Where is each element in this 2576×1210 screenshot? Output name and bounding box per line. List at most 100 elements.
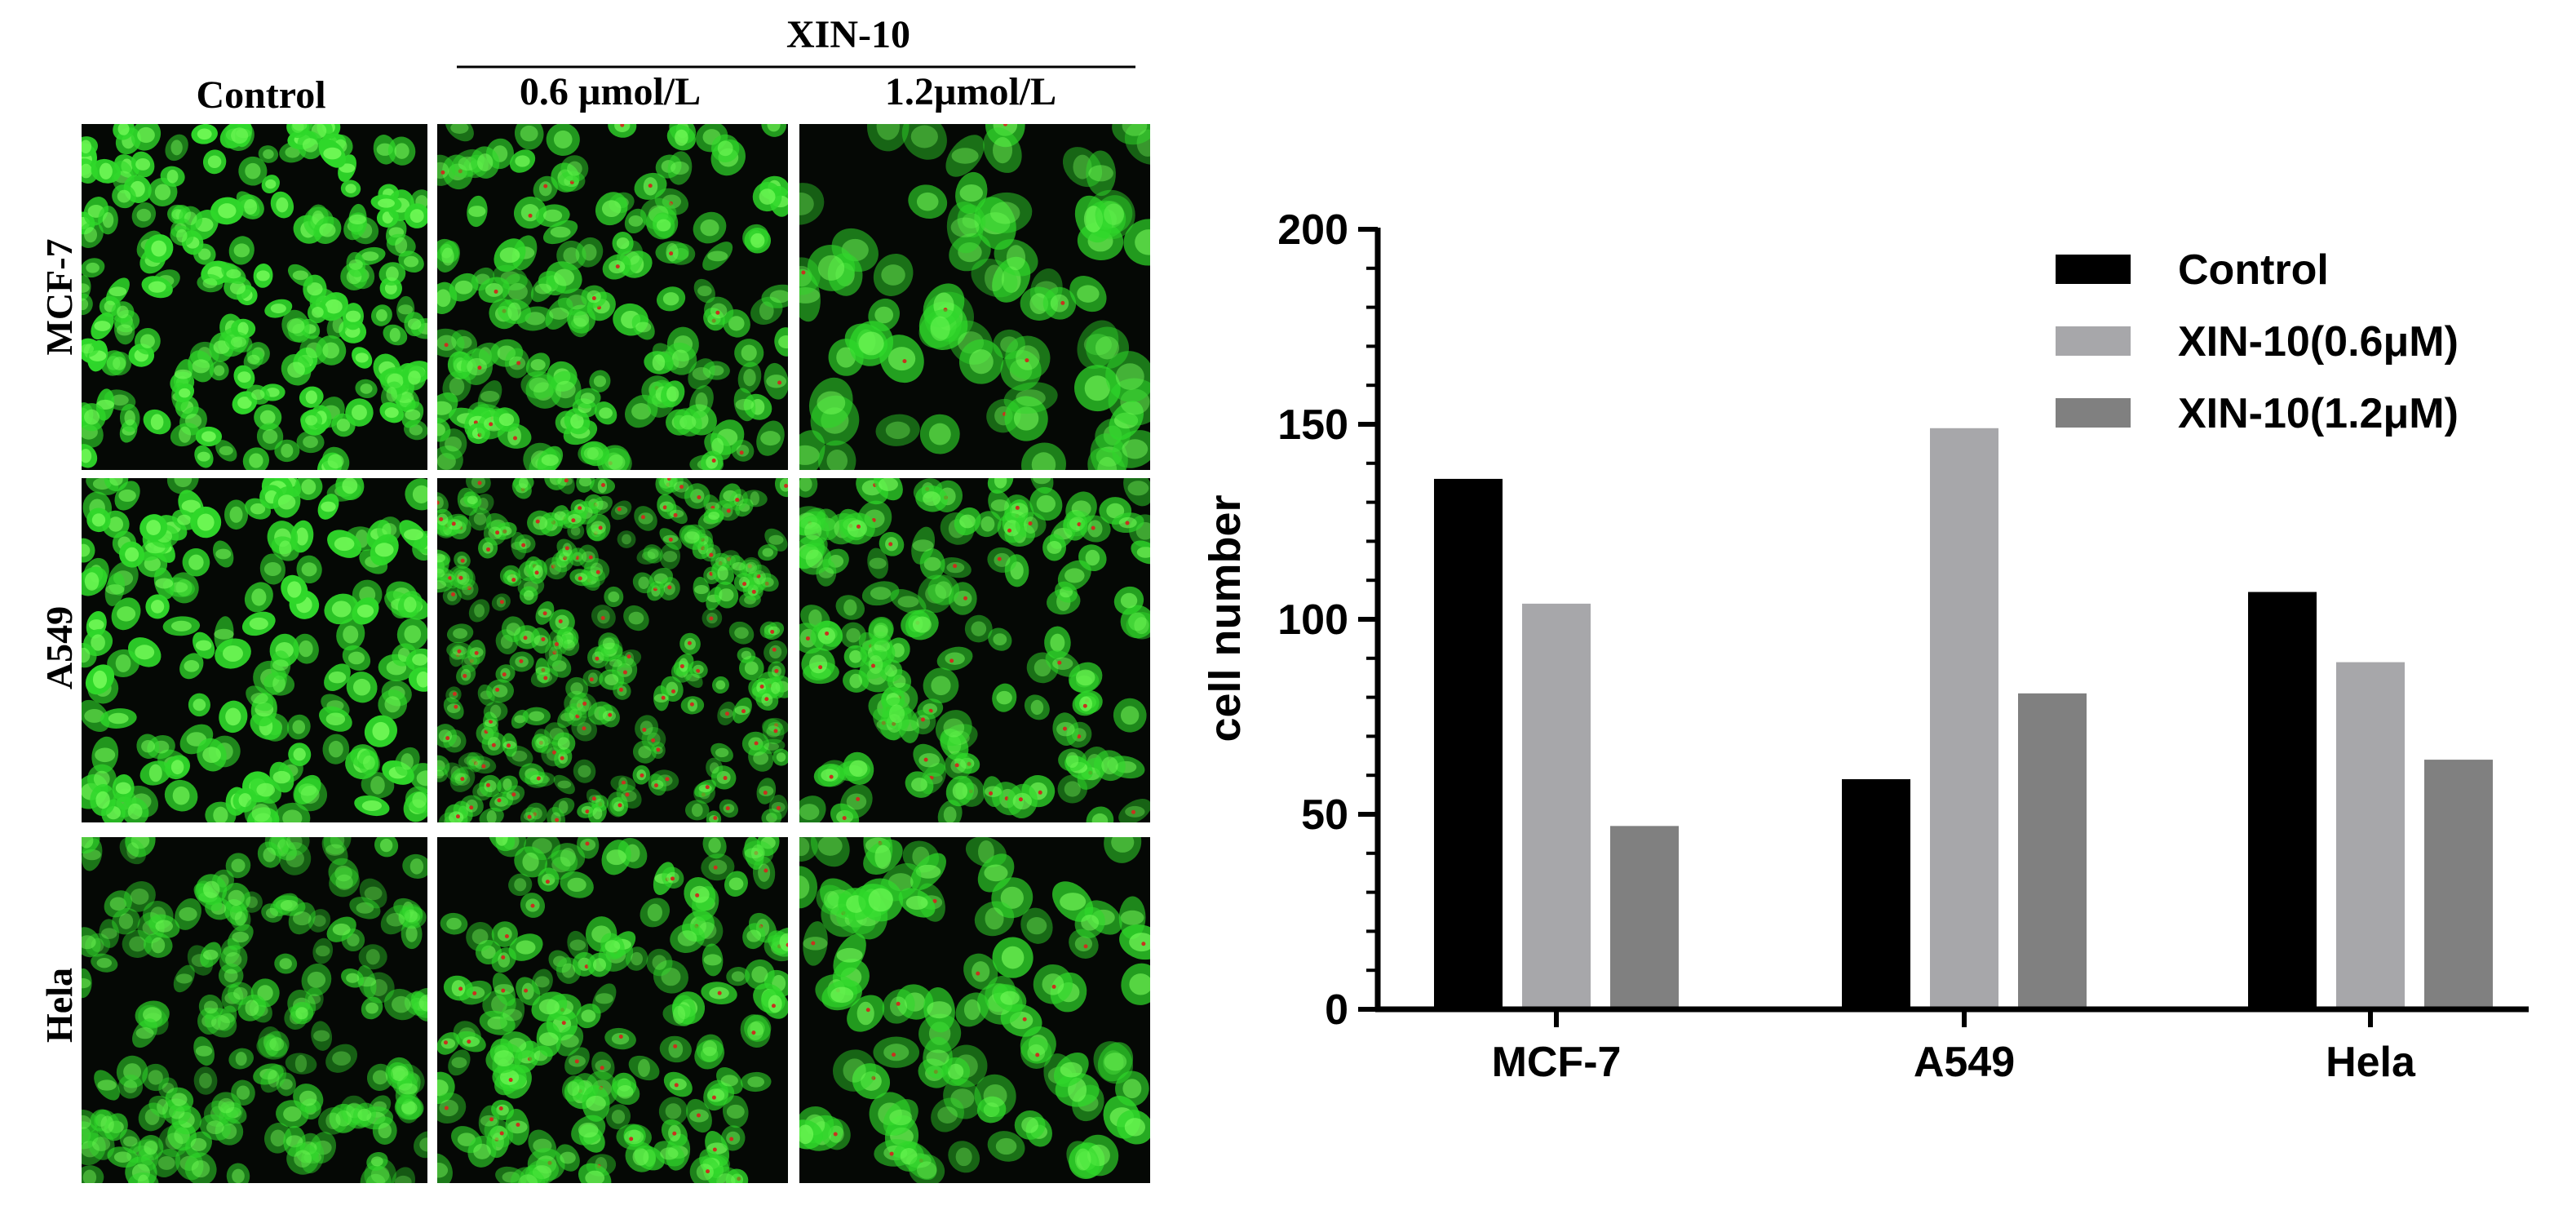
legend: Control XIN-10(0.6μM) XIN-10(1.2μM)	[2056, 246, 2459, 437]
cell-nucleus	[372, 1070, 388, 1085]
cell	[1112, 124, 1150, 145]
cell-nucleus	[849, 673, 862, 689]
red-stain-dot	[527, 814, 532, 819]
cell-nucleus	[971, 621, 987, 636]
cell-nucleus	[467, 357, 487, 376]
micrograph-panel-a549-low-dose	[437, 478, 788, 822]
cell	[241, 891, 263, 913]
cell	[726, 967, 750, 986]
cell	[883, 1099, 918, 1136]
red-stain-dot	[519, 658, 524, 663]
cell-nucleus	[1027, 1044, 1046, 1062]
cell-nucleus	[799, 1124, 814, 1145]
red-stain-dot	[521, 543, 526, 547]
cell	[859, 649, 892, 680]
cell-nucleus	[675, 129, 688, 146]
red-stain-dot	[535, 519, 540, 524]
red-stain-dot	[1125, 521, 1130, 525]
cell-nucleus	[321, 501, 336, 512]
cell	[817, 440, 856, 470]
cell	[628, 1055, 660, 1081]
cell-nucleus	[583, 447, 599, 460]
legend-swatch-1	[2056, 255, 2131, 284]
red-stain-dot	[902, 359, 907, 364]
cell	[875, 414, 920, 446]
red-stain-dot	[588, 555, 593, 560]
cell-nucleus	[731, 971, 745, 982]
red-stain-dot	[997, 556, 1002, 561]
cell-nucleus	[437, 1079, 449, 1097]
red-stain-dot	[443, 1040, 448, 1045]
cell-nucleus	[355, 352, 369, 363]
cell-nucleus	[82, 343, 95, 354]
cell-nucleus	[332, 317, 344, 334]
red-stain-dot	[561, 1021, 566, 1026]
red-stain-dot	[454, 704, 458, 709]
red-stain-dot	[739, 450, 744, 455]
cell-nucleus	[635, 321, 652, 333]
red-stain-dot	[450, 592, 455, 596]
cell	[702, 242, 733, 271]
cell	[1024, 694, 1050, 720]
cell-cluster	[82, 124, 427, 470]
cell-nucleus	[592, 958, 607, 972]
cell-nucleus	[717, 140, 733, 157]
cell-nucleus	[874, 640, 891, 653]
cell-nucleus	[708, 511, 720, 521]
micrograph-panel-mcf7-control	[82, 124, 427, 470]
cell-nucleus	[647, 548, 659, 560]
cell-nucleus	[1097, 456, 1118, 470]
cell-nucleus	[250, 693, 268, 704]
red-stain-dot	[451, 521, 456, 526]
cell-nucleus	[741, 344, 757, 361]
cell-nucleus	[345, 184, 356, 194]
cell-nucleus	[698, 784, 712, 793]
cell-nucleus	[799, 875, 810, 899]
cell	[605, 1104, 631, 1130]
cell-nucleus	[181, 499, 201, 513]
cell-nucleus	[1081, 914, 1100, 931]
cell-nucleus	[437, 496, 444, 509]
cell-nucleus	[608, 591, 620, 603]
red-stain-dot	[494, 1137, 499, 1141]
cell-nucleus	[567, 161, 582, 176]
cell-nucleus	[1042, 973, 1064, 995]
cell-nucleus	[947, 1063, 964, 1080]
cell-nucleus	[1016, 345, 1040, 370]
red-stain-dot	[774, 668, 779, 673]
cell	[565, 676, 589, 700]
cell	[610, 1079, 640, 1106]
cell	[561, 1075, 585, 1102]
cell-nucleus	[206, 1120, 224, 1135]
red-stain-dot	[759, 685, 764, 689]
red-stain-dot	[472, 991, 477, 995]
cell-nucleus	[96, 958, 113, 968]
red-stain-dot	[865, 1008, 870, 1013]
cell-nucleus	[710, 303, 728, 319]
cell	[329, 867, 360, 898]
red-stain-dot	[558, 618, 563, 623]
red-stain-dot	[457, 649, 462, 654]
cell-nucleus	[629, 255, 644, 273]
cell-nucleus	[197, 128, 212, 140]
cell	[701, 853, 735, 881]
cell-nucleus	[897, 596, 919, 608]
cell-nucleus	[231, 127, 249, 144]
red-stain-dot	[729, 1137, 734, 1141]
red-stain-dot	[577, 703, 582, 708]
cell	[761, 809, 782, 822]
cell-nucleus	[394, 143, 409, 159]
red-stain-dot	[763, 791, 768, 796]
row-label-a549: A549	[38, 606, 80, 689]
cell-cluster	[82, 478, 427, 822]
cell-nucleus	[199, 1073, 212, 1088]
cell	[352, 1102, 377, 1128]
red-stain-dot	[1141, 942, 1146, 946]
cell-nucleus	[497, 927, 512, 942]
cell	[1097, 1042, 1134, 1082]
cell	[514, 124, 544, 150]
bar-a549-series-1	[1842, 778, 1910, 1009]
cell	[94, 1110, 122, 1140]
cell-nucleus	[578, 478, 592, 487]
cell-nucleus	[604, 940, 621, 953]
